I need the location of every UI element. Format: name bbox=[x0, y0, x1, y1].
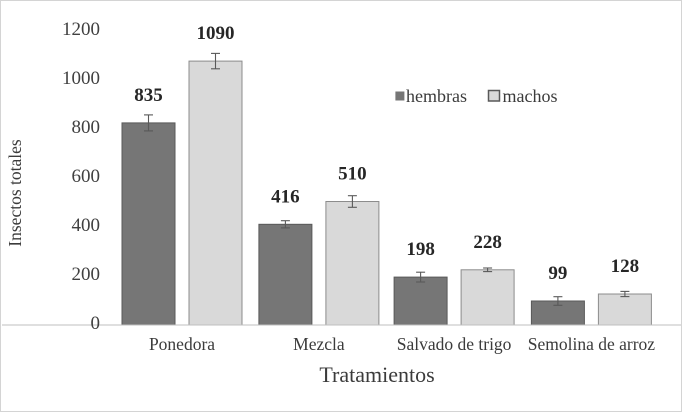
svg-text:Mezcla: Mezcla bbox=[293, 334, 345, 354]
svg-text:228: 228 bbox=[473, 232, 502, 253]
svg-text:128: 128 bbox=[611, 256, 640, 277]
svg-text:0: 0 bbox=[91, 313, 101, 334]
svg-text:Tratamientos: Tratamientos bbox=[319, 362, 434, 387]
svg-text:Insectos totales: Insectos totales bbox=[5, 139, 25, 247]
svg-text:400: 400 bbox=[72, 215, 101, 236]
svg-text:200: 200 bbox=[72, 264, 101, 285]
svg-text:hembras: hembras bbox=[406, 86, 467, 106]
svg-text:416: 416 bbox=[271, 186, 300, 207]
svg-text:machos: machos bbox=[503, 86, 558, 106]
svg-text:1200: 1200 bbox=[62, 19, 100, 40]
svg-text:835: 835 bbox=[134, 85, 163, 106]
svg-text:510: 510 bbox=[338, 164, 367, 185]
svg-text:Ponedora: Ponedora bbox=[149, 334, 215, 354]
svg-text:Salvado de trigo: Salvado de trigo bbox=[397, 334, 512, 354]
svg-text:1000: 1000 bbox=[62, 68, 100, 89]
svg-text:1090: 1090 bbox=[197, 23, 235, 44]
svg-text:800: 800 bbox=[72, 117, 101, 138]
svg-text:198: 198 bbox=[406, 239, 435, 260]
svg-text:600: 600 bbox=[72, 166, 101, 187]
svg-text:99: 99 bbox=[548, 263, 567, 284]
svg-text:Semolina de arroz: Semolina de arroz bbox=[528, 334, 656, 354]
